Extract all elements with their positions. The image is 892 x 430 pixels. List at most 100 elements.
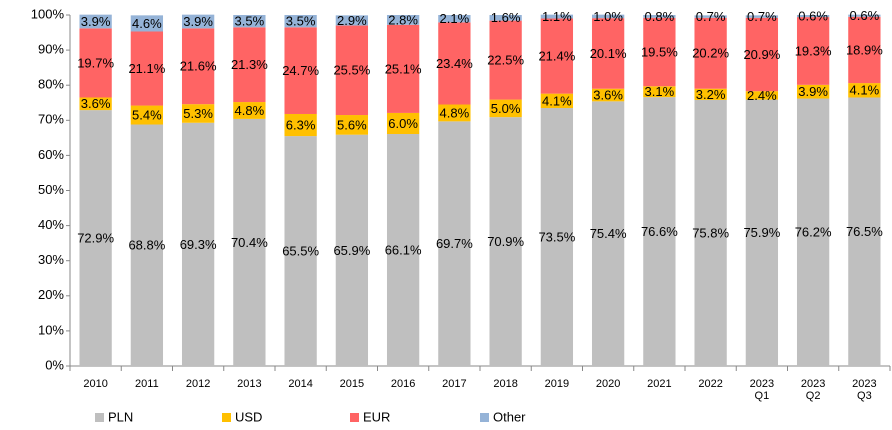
bar-segment — [591, 88, 625, 102]
y-tick-label: 50% — [38, 182, 64, 197]
value-label: 4.1% — [542, 93, 572, 108]
value-label: 75.8% — [692, 225, 729, 240]
y-tick-label: 80% — [38, 77, 64, 92]
bar-segment — [386, 133, 420, 366]
bar-segment — [643, 17, 676, 87]
bar-segment — [386, 24, 420, 113]
value-label: 25.1% — [385, 61, 422, 76]
value-label: 4.8% — [235, 103, 265, 118]
value-label: 19.7% — [77, 55, 114, 70]
x-tick-label: 2014 — [288, 378, 313, 390]
value-label: 66.1% — [385, 242, 422, 257]
bar-segment — [233, 27, 266, 103]
bar-segment — [643, 15, 676, 18]
value-label: 19.3% — [795, 43, 832, 58]
value-label: 2.9% — [337, 13, 367, 28]
legend-swatch — [350, 413, 359, 422]
bar-segment — [130, 105, 164, 125]
bar-segment — [284, 113, 317, 137]
x-tick-label: 2023 Q2 — [800, 378, 826, 402]
legend-label: Other — [493, 409, 526, 424]
x-tick-label: 2012 — [185, 378, 211, 390]
bar-segment — [130, 124, 164, 367]
bar-segment — [79, 14, 112, 29]
value-label: 20.1% — [590, 46, 627, 61]
bar-segment — [796, 15, 830, 18]
value-label: 2.4% — [747, 88, 777, 103]
bar-segment — [181, 122, 215, 366]
value-label: 2.1% — [440, 11, 470, 26]
bar-segment — [745, 15, 779, 18]
value-label: 3.9% — [183, 14, 213, 29]
value-label: 3.6% — [81, 96, 111, 111]
bar-segment — [233, 102, 266, 119]
bar-segment — [540, 108, 574, 366]
value-label: 20.2% — [692, 46, 729, 61]
value-label: 21.6% — [180, 59, 217, 74]
bar-segment — [745, 99, 779, 366]
x-tick-label: 2010 — [83, 378, 108, 390]
bar-segment — [591, 14, 625, 19]
value-label: 72.9% — [77, 230, 114, 245]
bar-segment — [489, 117, 522, 367]
value-label: 1.0% — [593, 9, 623, 24]
value-label: 0.6% — [850, 8, 880, 23]
value-label: 3.5% — [286, 14, 316, 29]
value-label: 75.4% — [590, 226, 627, 241]
bar-segment — [745, 17, 779, 92]
bar-segment — [489, 99, 522, 118]
bar-segment — [489, 20, 522, 100]
value-label: 19.5% — [641, 44, 678, 59]
y-tick-label: 0% — [45, 357, 64, 372]
x-tick-label: 2017 — [442, 378, 467, 390]
bar-segment — [643, 86, 676, 98]
value-label: 20.9% — [743, 47, 780, 62]
x-tick-label: 2023 Q3 — [852, 378, 877, 402]
y-tick-label: 100% — [31, 6, 65, 21]
bar-segment — [181, 14, 215, 29]
legend-swatch — [480, 413, 489, 422]
legend-swatch — [95, 413, 104, 422]
y-tick-label: 20% — [38, 287, 64, 302]
bar-segment — [438, 104, 471, 122]
bar-segment — [694, 15, 727, 18]
bar-segment — [233, 15, 266, 28]
value-label: 69.7% — [436, 236, 473, 251]
value-label: 25.5% — [333, 63, 370, 78]
bar-segment — [540, 18, 574, 94]
value-label: 73.5% — [538, 229, 575, 244]
value-label: 18.9% — [846, 42, 883, 57]
bar-segment — [284, 136, 317, 366]
value-label: 4.6% — [132, 16, 162, 31]
bar-segment — [540, 14, 574, 19]
value-label: 0.8% — [645, 9, 675, 24]
x-tick-label: 2022 — [698, 378, 723, 390]
value-label: 0.7% — [696, 9, 726, 24]
bar-segment — [848, 97, 881, 367]
value-label: 1.1% — [542, 9, 572, 24]
value-label: 5.4% — [132, 107, 162, 122]
value-label: 24.7% — [282, 63, 319, 78]
value-label: 1.6% — [491, 10, 521, 25]
y-tick-label: 90% — [38, 42, 64, 57]
value-label: 4.1% — [850, 83, 880, 98]
value-label: 3.9% — [81, 14, 111, 29]
value-label: 70.9% — [487, 234, 524, 249]
bar-segment — [386, 112, 420, 134]
legend-label: USD — [235, 409, 262, 424]
value-label: 5.6% — [337, 117, 367, 132]
bar-segment — [284, 15, 317, 28]
value-label: 23.4% — [436, 56, 473, 71]
legend-label: PLN — [108, 409, 133, 424]
bar-segment — [540, 93, 574, 109]
value-label: 68.8% — [128, 238, 165, 253]
x-tick-label: 2016 — [390, 378, 416, 390]
bar-segment — [438, 15, 471, 23]
bar-segment — [796, 17, 830, 85]
value-label: 65.5% — [282, 243, 319, 258]
bar-segment — [181, 104, 215, 123]
value-label: 0.6% — [798, 8, 828, 23]
x-tick-label: 2018 — [493, 378, 518, 390]
